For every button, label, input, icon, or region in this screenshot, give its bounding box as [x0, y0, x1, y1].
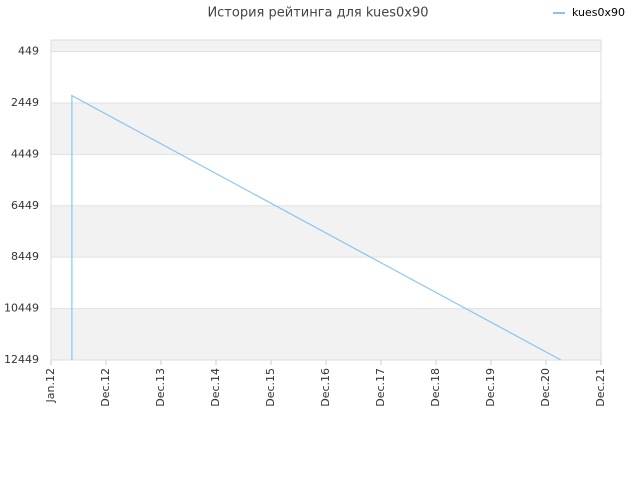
x-tick-label: Dec.13	[154, 368, 167, 407]
x-tick-label: Dec.15	[264, 368, 277, 407]
x-tick-label: Dec.18	[429, 368, 442, 407]
y-tick-label: 449	[18, 45, 39, 58]
x-tick-label: Dec.19	[484, 368, 497, 407]
grid-band	[51, 308, 601, 360]
y-tick-label: 4449	[11, 147, 39, 160]
x-tick-label: Dec.20	[539, 368, 552, 407]
y-tick-label: 2449	[11, 96, 39, 109]
grid-band	[51, 102, 601, 155]
x-tick-label: Dec.14	[209, 368, 222, 407]
x-tick-label: Dec.16	[319, 368, 332, 407]
series-line	[71, 94, 562, 361]
legend-label: kues0x90	[572, 6, 625, 19]
chart-title: История рейтинга для kues0x90	[207, 6, 428, 21]
x-tick-label: Dec.12	[99, 368, 112, 407]
y-tick-label: 10449	[4, 302, 39, 315]
y-tick-label: 12449	[4, 353, 39, 366]
grid-band	[51, 40, 601, 52]
x-tick-label: Dec.17	[374, 368, 387, 407]
x-tick-label: Dec.21	[594, 368, 607, 407]
grid-band	[51, 205, 601, 258]
x-tick-label: Jan.12	[44, 368, 57, 403]
y-tick-label: 8449	[11, 250, 39, 263]
y-tick-label: 6449	[11, 199, 39, 212]
